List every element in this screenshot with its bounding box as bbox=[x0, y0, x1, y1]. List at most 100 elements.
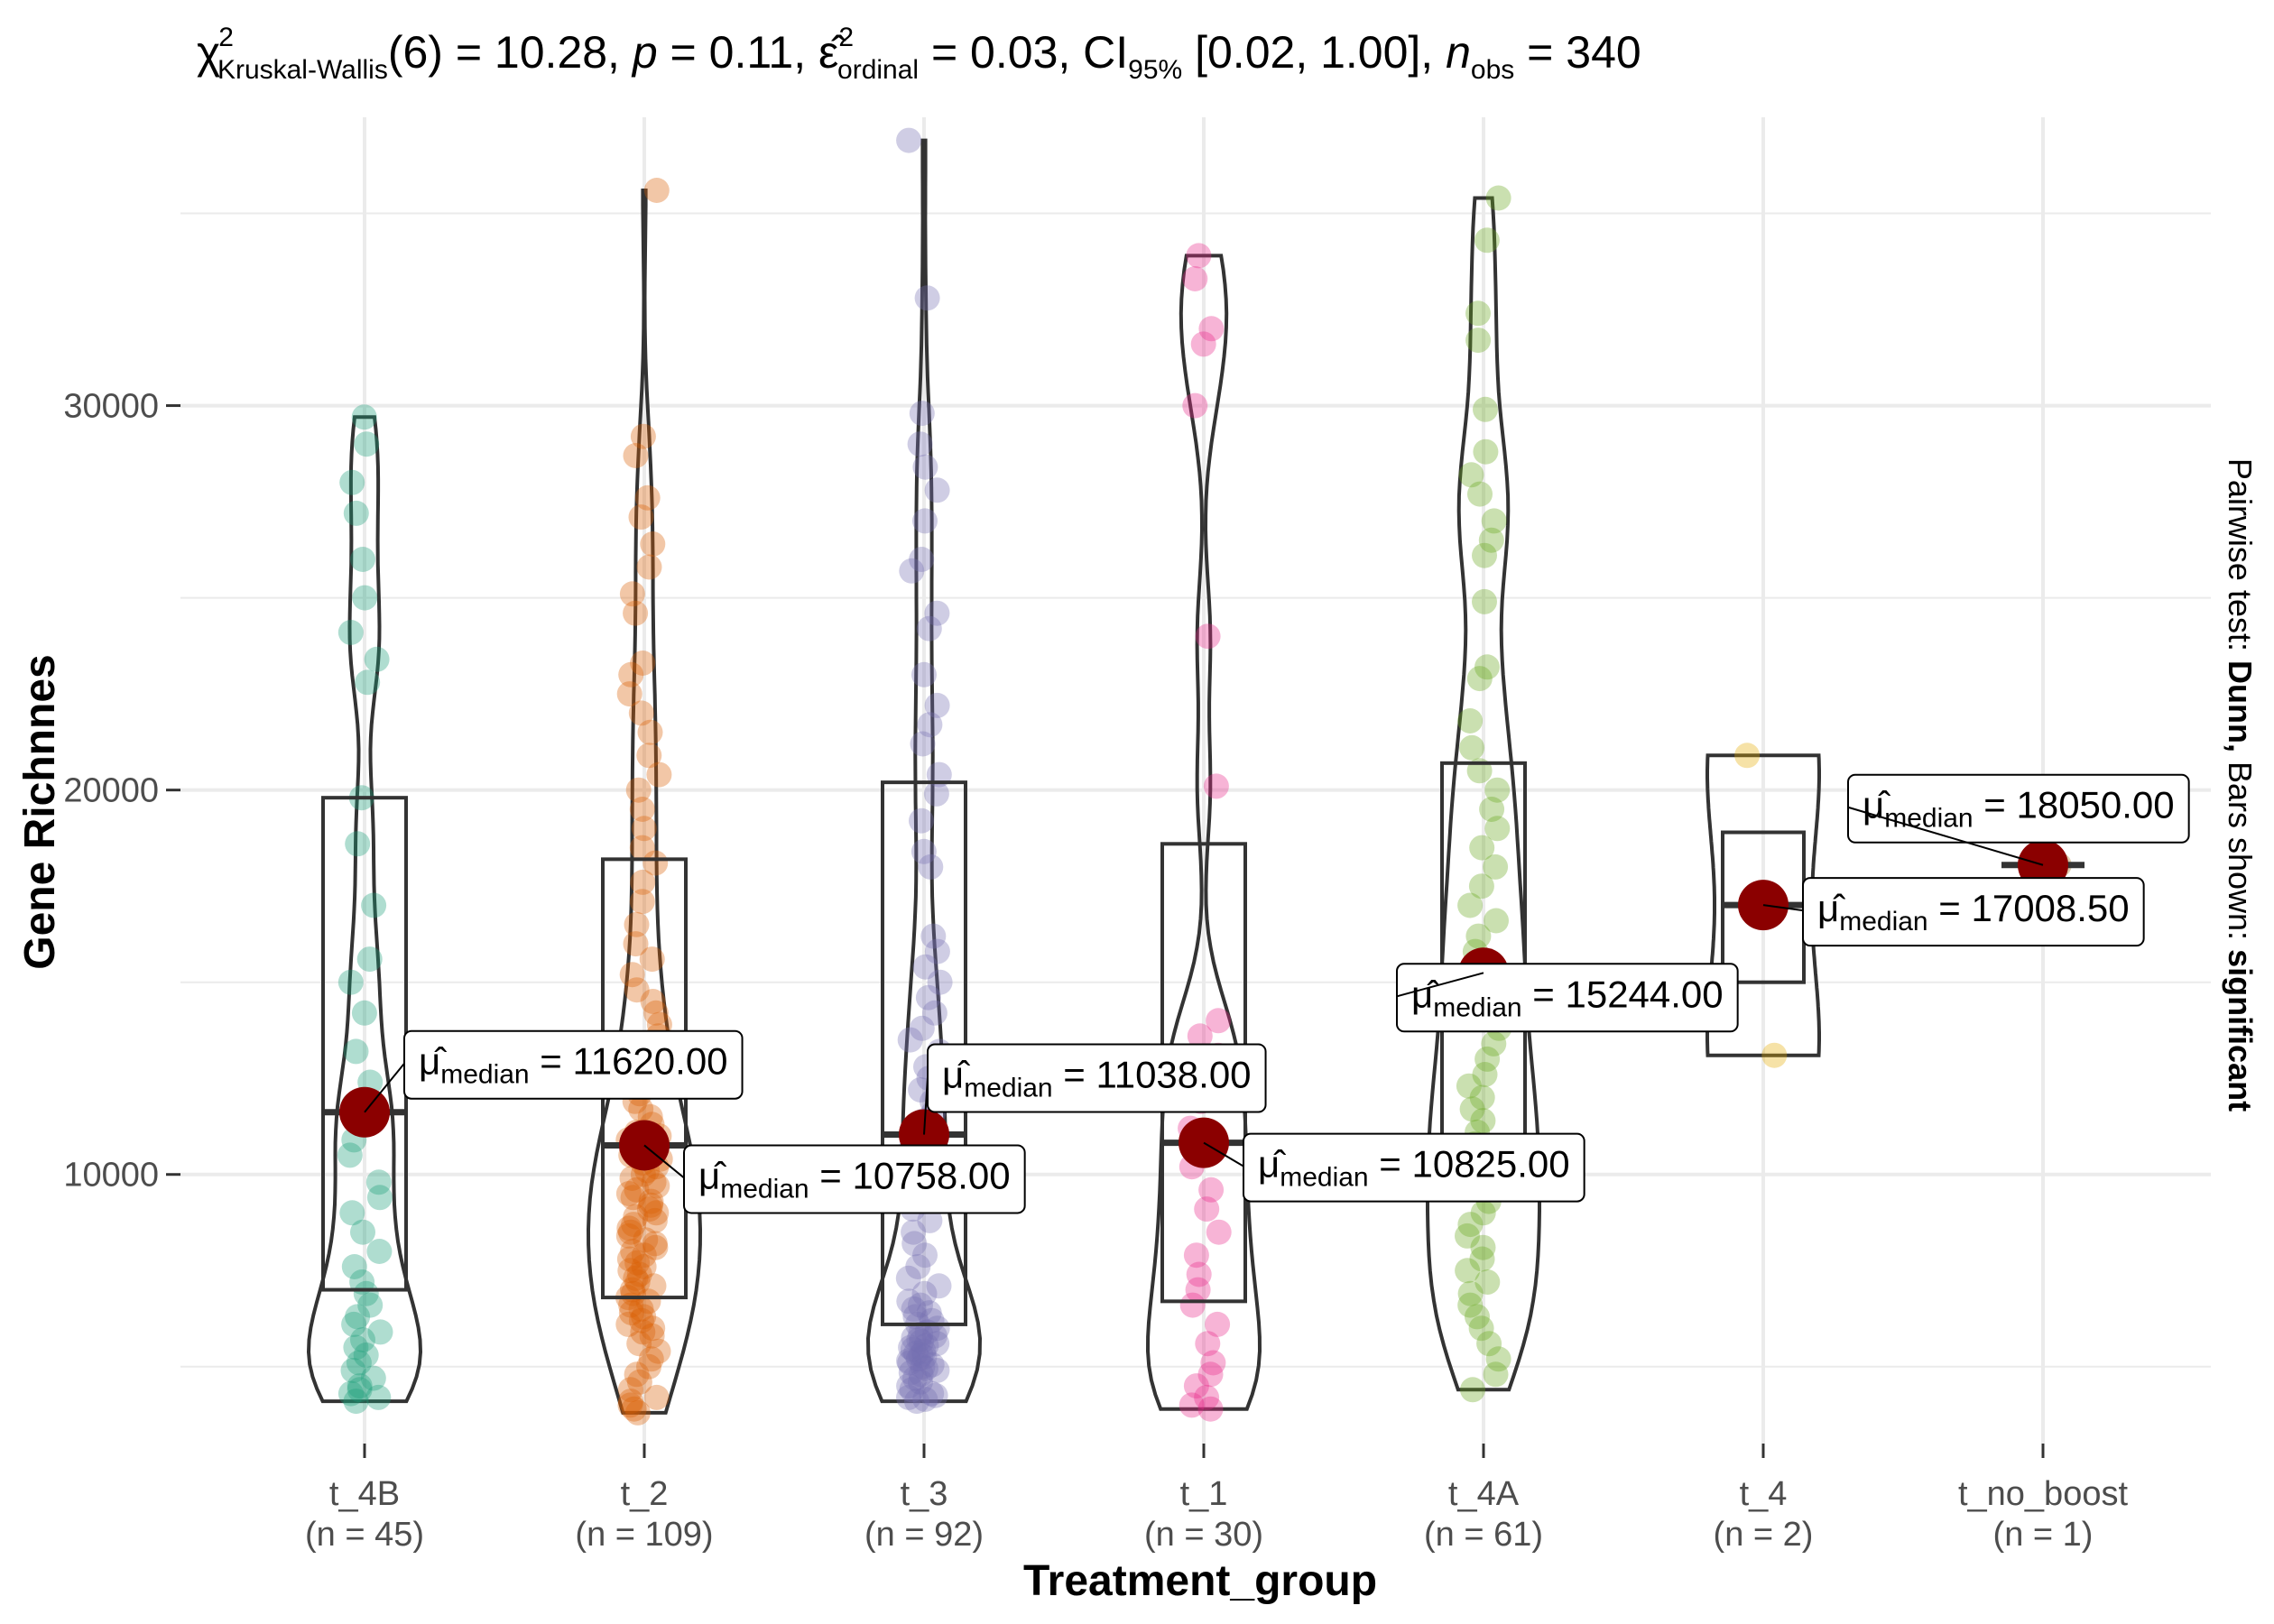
data-point bbox=[1481, 508, 1507, 534]
data-point bbox=[1198, 1176, 1225, 1203]
data-point bbox=[896, 127, 922, 153]
data-point bbox=[639, 946, 665, 973]
data-point bbox=[1179, 1392, 1205, 1418]
data-point bbox=[636, 1196, 662, 1223]
data-point bbox=[1205, 1311, 1231, 1337]
data-point bbox=[620, 1280, 646, 1306]
median-label-leader bbox=[643, 1144, 685, 1179]
data-point bbox=[909, 807, 934, 834]
data-point bbox=[642, 1207, 668, 1233]
x-tick-count: (n = 109) bbox=[575, 1516, 713, 1554]
data-point bbox=[1473, 438, 1499, 465]
data-point bbox=[911, 1344, 938, 1370]
data-point bbox=[1485, 185, 1511, 211]
data-point bbox=[1465, 1304, 1490, 1330]
data-point bbox=[915, 984, 941, 1010]
x-tick-count: (n = 2) bbox=[1714, 1516, 1814, 1554]
data-point bbox=[899, 1377, 925, 1403]
data-point bbox=[1474, 227, 1500, 254]
data-point bbox=[906, 1327, 932, 1352]
data-point bbox=[1466, 666, 1493, 692]
data-point bbox=[345, 831, 371, 857]
data-point bbox=[924, 1331, 950, 1357]
data-point bbox=[908, 1321, 934, 1347]
data-point bbox=[642, 1000, 669, 1026]
data-point bbox=[636, 554, 662, 580]
median-label-text: μ̂median = 15244.00 bbox=[1411, 973, 1724, 1022]
data-point bbox=[616, 681, 642, 707]
data-point bbox=[337, 1142, 363, 1168]
pairwise-caption: Pairwise test: Dunn, Bars shown: signifi… bbox=[2222, 458, 2259, 1112]
data-point bbox=[351, 1000, 377, 1026]
data-point bbox=[919, 1352, 945, 1378]
x-tick-label: t_1 bbox=[1180, 1475, 1228, 1513]
data-point bbox=[624, 1250, 651, 1276]
data-point bbox=[341, 1311, 367, 1337]
data-point bbox=[616, 1215, 642, 1241]
data-point bbox=[1469, 1246, 1495, 1272]
x-tick-label: t_4 bbox=[1740, 1475, 1788, 1513]
data-point bbox=[634, 484, 661, 511]
data-point bbox=[908, 1369, 933, 1395]
data-point bbox=[624, 911, 650, 937]
x-tick-count: (n = 1) bbox=[1993, 1516, 2094, 1554]
x-tick-count: (n = 61) bbox=[1424, 1516, 1543, 1554]
data-point bbox=[918, 854, 944, 880]
data-point bbox=[367, 1319, 393, 1345]
median-label-box bbox=[1847, 773, 2190, 844]
data-point bbox=[619, 1166, 645, 1191]
data-point bbox=[1206, 1219, 1232, 1245]
data-point bbox=[1460, 1377, 1485, 1403]
data-point bbox=[343, 1334, 369, 1361]
data-point bbox=[912, 1355, 938, 1381]
data-point bbox=[924, 1315, 950, 1342]
violin bbox=[865, 138, 983, 1404]
data-point bbox=[897, 1027, 923, 1053]
data-point bbox=[911, 838, 937, 864]
data-point bbox=[927, 969, 953, 995]
data-point bbox=[618, 1389, 643, 1415]
data-point bbox=[643, 1200, 670, 1226]
data-point bbox=[1456, 1073, 1482, 1099]
data-point bbox=[626, 1369, 652, 1395]
data-point bbox=[357, 1292, 384, 1318]
data-point bbox=[1197, 1361, 1224, 1388]
data-point bbox=[619, 962, 645, 988]
data-point bbox=[1484, 777, 1511, 803]
data-point bbox=[639, 1323, 665, 1349]
data-point bbox=[631, 1254, 657, 1279]
data-point bbox=[366, 1239, 393, 1264]
data-point bbox=[926, 1273, 952, 1299]
data-point bbox=[901, 1296, 927, 1322]
data-point bbox=[1195, 1331, 1221, 1357]
data-point bbox=[1474, 1269, 1501, 1295]
data-point bbox=[914, 285, 940, 311]
data-point bbox=[623, 931, 649, 957]
data-point bbox=[924, 600, 950, 626]
data-point bbox=[366, 1185, 393, 1211]
data-point bbox=[628, 700, 654, 726]
data-point bbox=[638, 1192, 664, 1218]
data-point bbox=[924, 477, 950, 503]
data-point bbox=[1457, 708, 1484, 734]
median-label: μ̂median = 10825.00 bbox=[1243, 1132, 1585, 1203]
data-point bbox=[899, 558, 925, 584]
data-point bbox=[1183, 1373, 1209, 1399]
data-point bbox=[923, 780, 949, 807]
data-point bbox=[902, 1365, 928, 1391]
data-point bbox=[347, 1377, 373, 1403]
data-point bbox=[617, 1219, 643, 1245]
data-point bbox=[360, 1365, 386, 1391]
data-point bbox=[1457, 1280, 1484, 1306]
data-point bbox=[896, 1348, 921, 1374]
data-point bbox=[1459, 1096, 1485, 1122]
data-point bbox=[898, 1360, 924, 1386]
data-point bbox=[644, 1173, 670, 1199]
data-point bbox=[343, 1038, 369, 1065]
violins bbox=[306, 138, 1821, 1415]
data-point bbox=[908, 1361, 934, 1388]
data-point bbox=[911, 1280, 938, 1306]
median-label-leader bbox=[1203, 1141, 1244, 1167]
data-point bbox=[646, 761, 672, 788]
data-point bbox=[911, 1338, 937, 1364]
